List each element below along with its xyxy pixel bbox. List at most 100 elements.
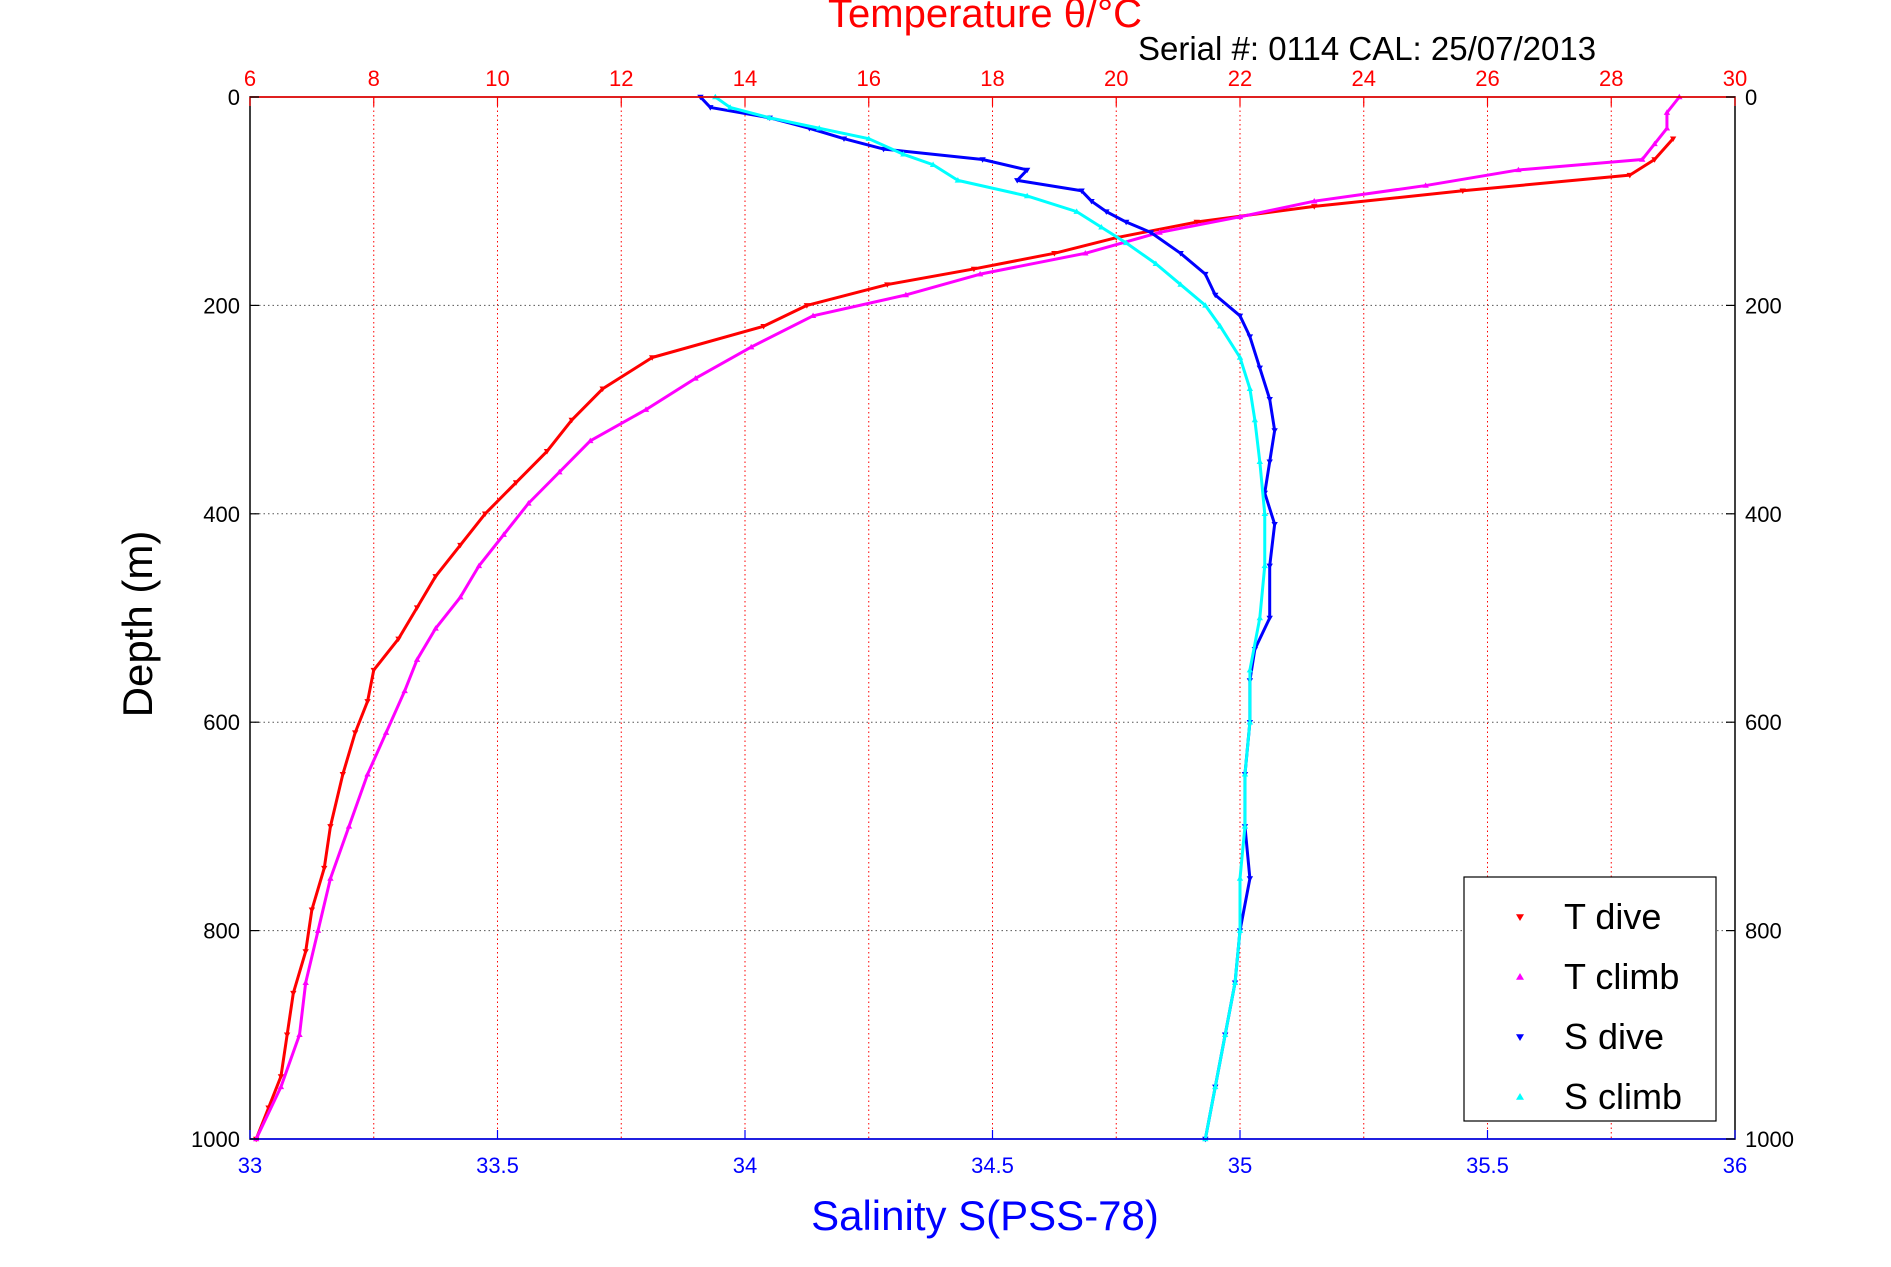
data-point [1246,666,1254,673]
y-right-tick-label: 800 [1745,919,1782,944]
data-point [599,386,606,392]
data-point [1202,302,1209,308]
data-point [277,1083,285,1090]
data-point [1212,292,1219,299]
data-point [1271,521,1278,528]
data-point [1241,823,1249,829]
data-point [401,687,408,694]
x-bottom-tick-label: 35 [1228,1153,1252,1178]
series-trace [254,137,1675,1140]
data-points [252,93,1683,1143]
data-point [707,105,714,111]
legend-box [1463,876,1717,1122]
axis-ticks: 6 8 10 12 14 16 18 20 22 24 26 28 30 33 33.5 34 34.5 35 35… [191,66,1794,1178]
data-point [432,625,439,631]
data-point [556,468,563,475]
data-point [1246,385,1254,391]
data-point [1073,208,1080,214]
data-point [884,282,891,288]
data-point [1177,281,1184,287]
x-top-tick-label: 8 [368,66,380,91]
legend-label: T climb [1564,956,1679,997]
data-point [1261,510,1268,517]
data-point [413,605,421,611]
data-point [1156,229,1163,235]
depth-axis-label: Depth (m) [114,531,161,718]
data-point [1261,562,1268,569]
data-point [1236,927,1244,933]
data-point [1193,219,1200,226]
data-point [1236,213,1244,220]
data-point [929,161,937,167]
data-point [1311,204,1318,210]
data-point [587,437,594,444]
x-top-tick-label: 16 [857,66,881,91]
legend-marker [1516,914,1524,921]
series-s-climb [712,93,1268,1142]
data-point [1311,198,1318,204]
legend-marker [1516,973,1524,980]
data-point [1256,614,1263,621]
data-point [1638,156,1646,162]
data-point [1078,188,1085,194]
y-left-tick-label: 200 [203,293,240,318]
series-t-dive [252,136,1677,1143]
data-point [1669,136,1677,142]
y-right-tick-label: 1000 [1745,1127,1794,1152]
data-point [277,1074,285,1080]
x-top-tick-label: 28 [1599,66,1623,91]
legend-label: S dive [1564,1016,1664,1057]
legend-marker [1516,1093,1524,1100]
x-bottom-tick-label: 33 [238,1153,262,1178]
data-point [760,324,767,330]
data-point [1246,334,1254,340]
data-point [364,699,371,705]
data-point [321,865,328,872]
data-point [395,636,402,643]
data-point [1088,198,1095,205]
series-trace [699,95,1277,1140]
data-point [1651,157,1658,163]
data-point [382,729,390,735]
data-point [809,312,817,319]
data-point [1246,719,1254,725]
y-right-tick-label: 0 [1745,85,1757,110]
x-top-tick-label: 18 [980,66,1004,91]
data-point [1236,313,1244,320]
x-top-tick-label: 10 [485,66,509,91]
data-point [1515,166,1522,173]
y-left-tick-label: 400 [203,502,240,527]
data-point [1177,251,1184,257]
data-point [865,135,872,141]
data-point [803,303,811,309]
data-point [1663,109,1671,115]
y-left-tick-label: 600 [203,710,240,735]
salinity-axis-label: Salinity S(PSS-78) [811,1192,1159,1239]
data-point [1221,1031,1229,1038]
data-point [1256,458,1263,464]
x-top-tick-label: 6 [244,66,256,91]
serial-cal-subtitle: Serial #: 0114 CAL: 25/07/2013 [1138,30,1596,67]
data-point [525,500,532,506]
data-point [766,114,773,121]
x-top-tick-label: 30 [1723,66,1747,91]
data-point [1217,323,1224,329]
data-point [1147,230,1155,236]
data-point [364,771,371,777]
y-right-tick-label: 600 [1745,710,1782,735]
data-point [500,531,507,537]
data-point [1152,260,1160,266]
data-point [302,949,309,955]
x-top-tick-label: 12 [609,66,633,91]
series-s-dive [697,94,1278,1143]
x-bottom-tick-label: 33.5 [476,1153,519,1178]
x-top-tick-label: 26 [1475,66,1499,91]
data-point [1266,615,1273,622]
data-point [976,270,984,277]
data-point [1103,209,1110,215]
data-point [1271,428,1278,434]
data-point [902,291,910,298]
data-point [512,480,520,486]
x-top-tick-label: 14 [733,66,757,91]
